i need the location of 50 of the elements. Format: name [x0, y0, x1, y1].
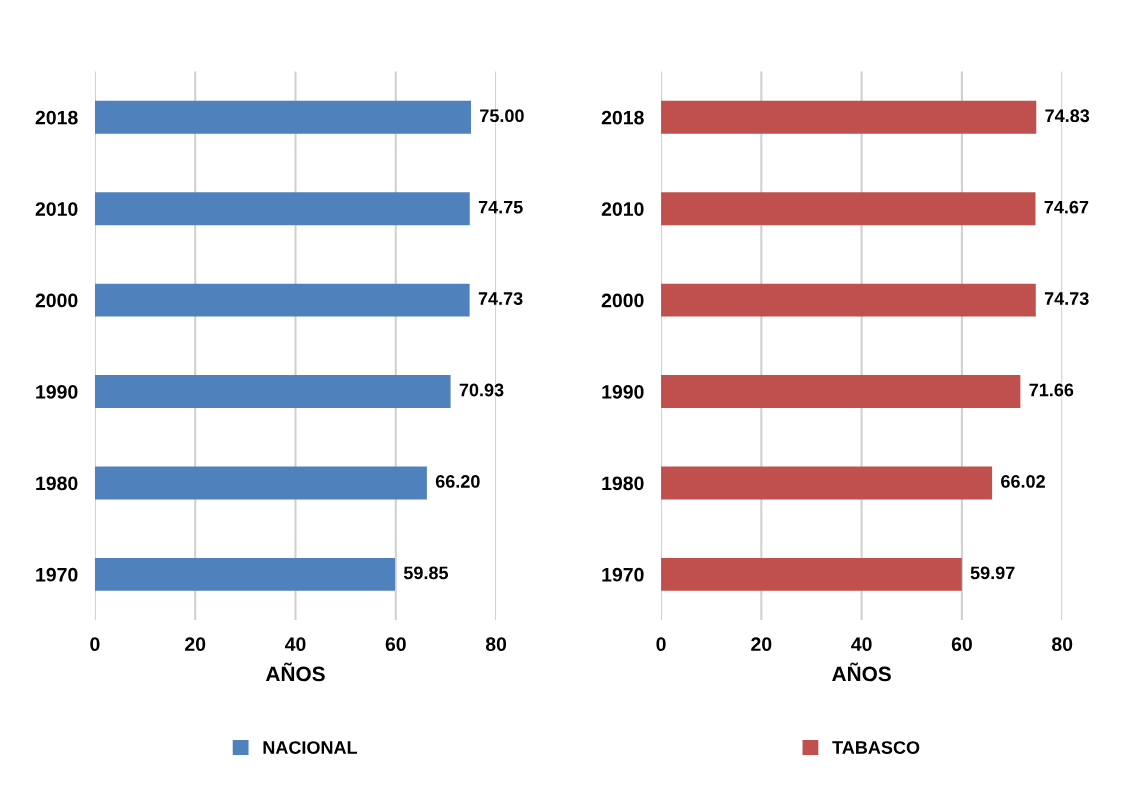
data-label: 66.20 — [435, 475, 480, 488]
x-axis-title: AÑOS — [832, 662, 891, 682]
data-label: 66.02 — [1001, 475, 1045, 488]
y-tick-label: 2000 — [35, 293, 78, 308]
bar — [94, 557, 396, 591]
bar — [661, 192, 1036, 226]
bar — [661, 375, 1021, 408]
bar — [94, 100, 471, 134]
data-label: 59.85 — [403, 566, 449, 580]
y-tick-label: 2000 — [601, 293, 644, 308]
bar — [661, 283, 1036, 317]
data-label: 74.83 — [1045, 109, 1090, 123]
legend-label: NACIONAL — [263, 741, 358, 754]
y-tick-label: 1980 — [36, 476, 78, 491]
data-label: 75.00 — [480, 109, 524, 123]
bar — [661, 557, 962, 591]
x-axis-title: AÑOS — [265, 662, 325, 682]
y-tick-label: 2010 — [601, 202, 644, 216]
x-tick-label: 20 — [185, 637, 206, 652]
bar — [661, 466, 993, 500]
data-label: 74.67 — [1044, 200, 1089, 214]
y-tick-label: 1970 — [36, 567, 78, 582]
data-label: 74.73 — [478, 292, 523, 305]
y-tick-label: 2018 — [35, 110, 78, 125]
x-tick-label: 80 — [485, 637, 507, 652]
x-tick-label: 0 — [90, 637, 100, 652]
data-label: 59.97 — [970, 566, 1015, 580]
data-label: 74.75 — [478, 200, 523, 214]
data-label: 70.93 — [459, 383, 504, 397]
bar — [94, 375, 451, 408]
bar — [661, 100, 1037, 134]
x-tick-label: 60 — [951, 637, 972, 652]
data-label: 71.66 — [1029, 383, 1074, 397]
y-tick-label: 1990 — [36, 385, 78, 399]
y-tick-label: 1970 — [602, 567, 644, 582]
x-tick-label: 80 — [1052, 637, 1073, 652]
bar — [94, 283, 470, 317]
y-tick-label: 2010 — [35, 202, 78, 216]
x-tick-label: 20 — [751, 637, 772, 652]
legend-label: TABASCO — [832, 741, 920, 754]
x-tick-label: 60 — [385, 637, 406, 652]
bar — [94, 192, 470, 226]
y-tick-label: 2018 — [601, 110, 644, 125]
x-tick-label: 0 — [656, 637, 666, 652]
bar — [94, 466, 427, 500]
x-tick-label: 40 — [851, 637, 872, 652]
x-tick-label: 40 — [284, 637, 306, 652]
y-tick-label: 1980 — [602, 476, 644, 491]
data-label: 74.73 — [1044, 292, 1089, 305]
y-tick-label: 1990 — [602, 385, 644, 399]
